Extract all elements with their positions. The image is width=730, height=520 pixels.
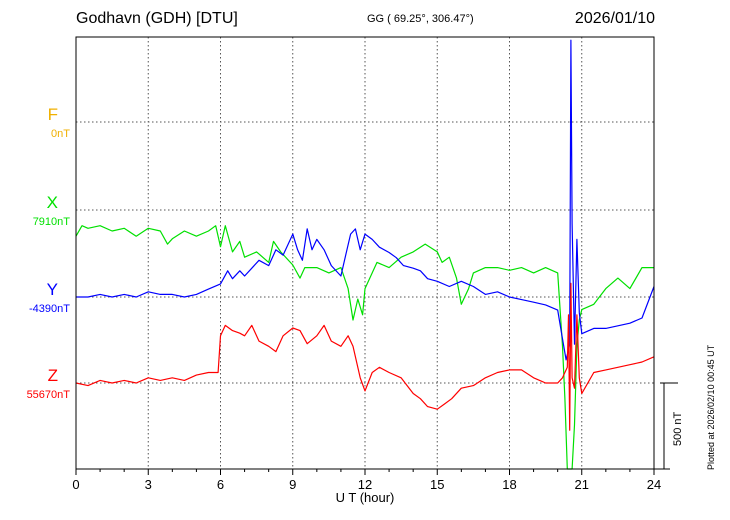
channel-name-z: Z	[47, 366, 58, 385]
x-tick-label: 15	[430, 477, 444, 492]
channel-name-y: Y	[46, 280, 58, 299]
x-axis: 0 3 6 9 12 15 18 21 24	[72, 469, 661, 492]
x-tick-label: 21	[575, 477, 589, 492]
x-tick-label: 18	[502, 477, 516, 492]
channel-baseline-y: -4390nT	[29, 303, 70, 315]
scale-bar	[654, 382, 678, 470]
geo-coordinates: GG ( 69.25°, 306.47°)	[367, 13, 474, 25]
plotted-timestamp: Plotted at 2026/02/10 00:45 UT	[706, 344, 716, 470]
channel-baseline-x: 7910nT	[32, 216, 70, 228]
channel-name-x: X	[46, 193, 58, 212]
traces	[75, 39, 655, 470]
trace-y	[76, 39, 655, 361]
x-tick-label: 9	[289, 477, 296, 492]
scale-bar-label: 500 nT	[672, 411, 684, 446]
x-tick-label: 12	[358, 477, 372, 492]
station-title: Godhavn (GDH) [DTU]	[76, 10, 238, 27]
x-axis-label: U T (hour)	[336, 490, 395, 505]
channel-name-f: F	[47, 105, 58, 124]
x-tick-label: 3	[145, 477, 152, 492]
x-tick-label: 6	[217, 477, 224, 492]
grid-lines	[76, 37, 654, 469]
x-tick-label: 24	[647, 477, 661, 492]
channel-baseline-f: 0nT	[51, 128, 70, 140]
x-tick-label: 0	[72, 477, 79, 492]
channel-baseline-z: 55670nT	[26, 389, 70, 401]
plot-date: 2026/01/10	[574, 10, 655, 27]
trace-z	[75, 282, 655, 431]
